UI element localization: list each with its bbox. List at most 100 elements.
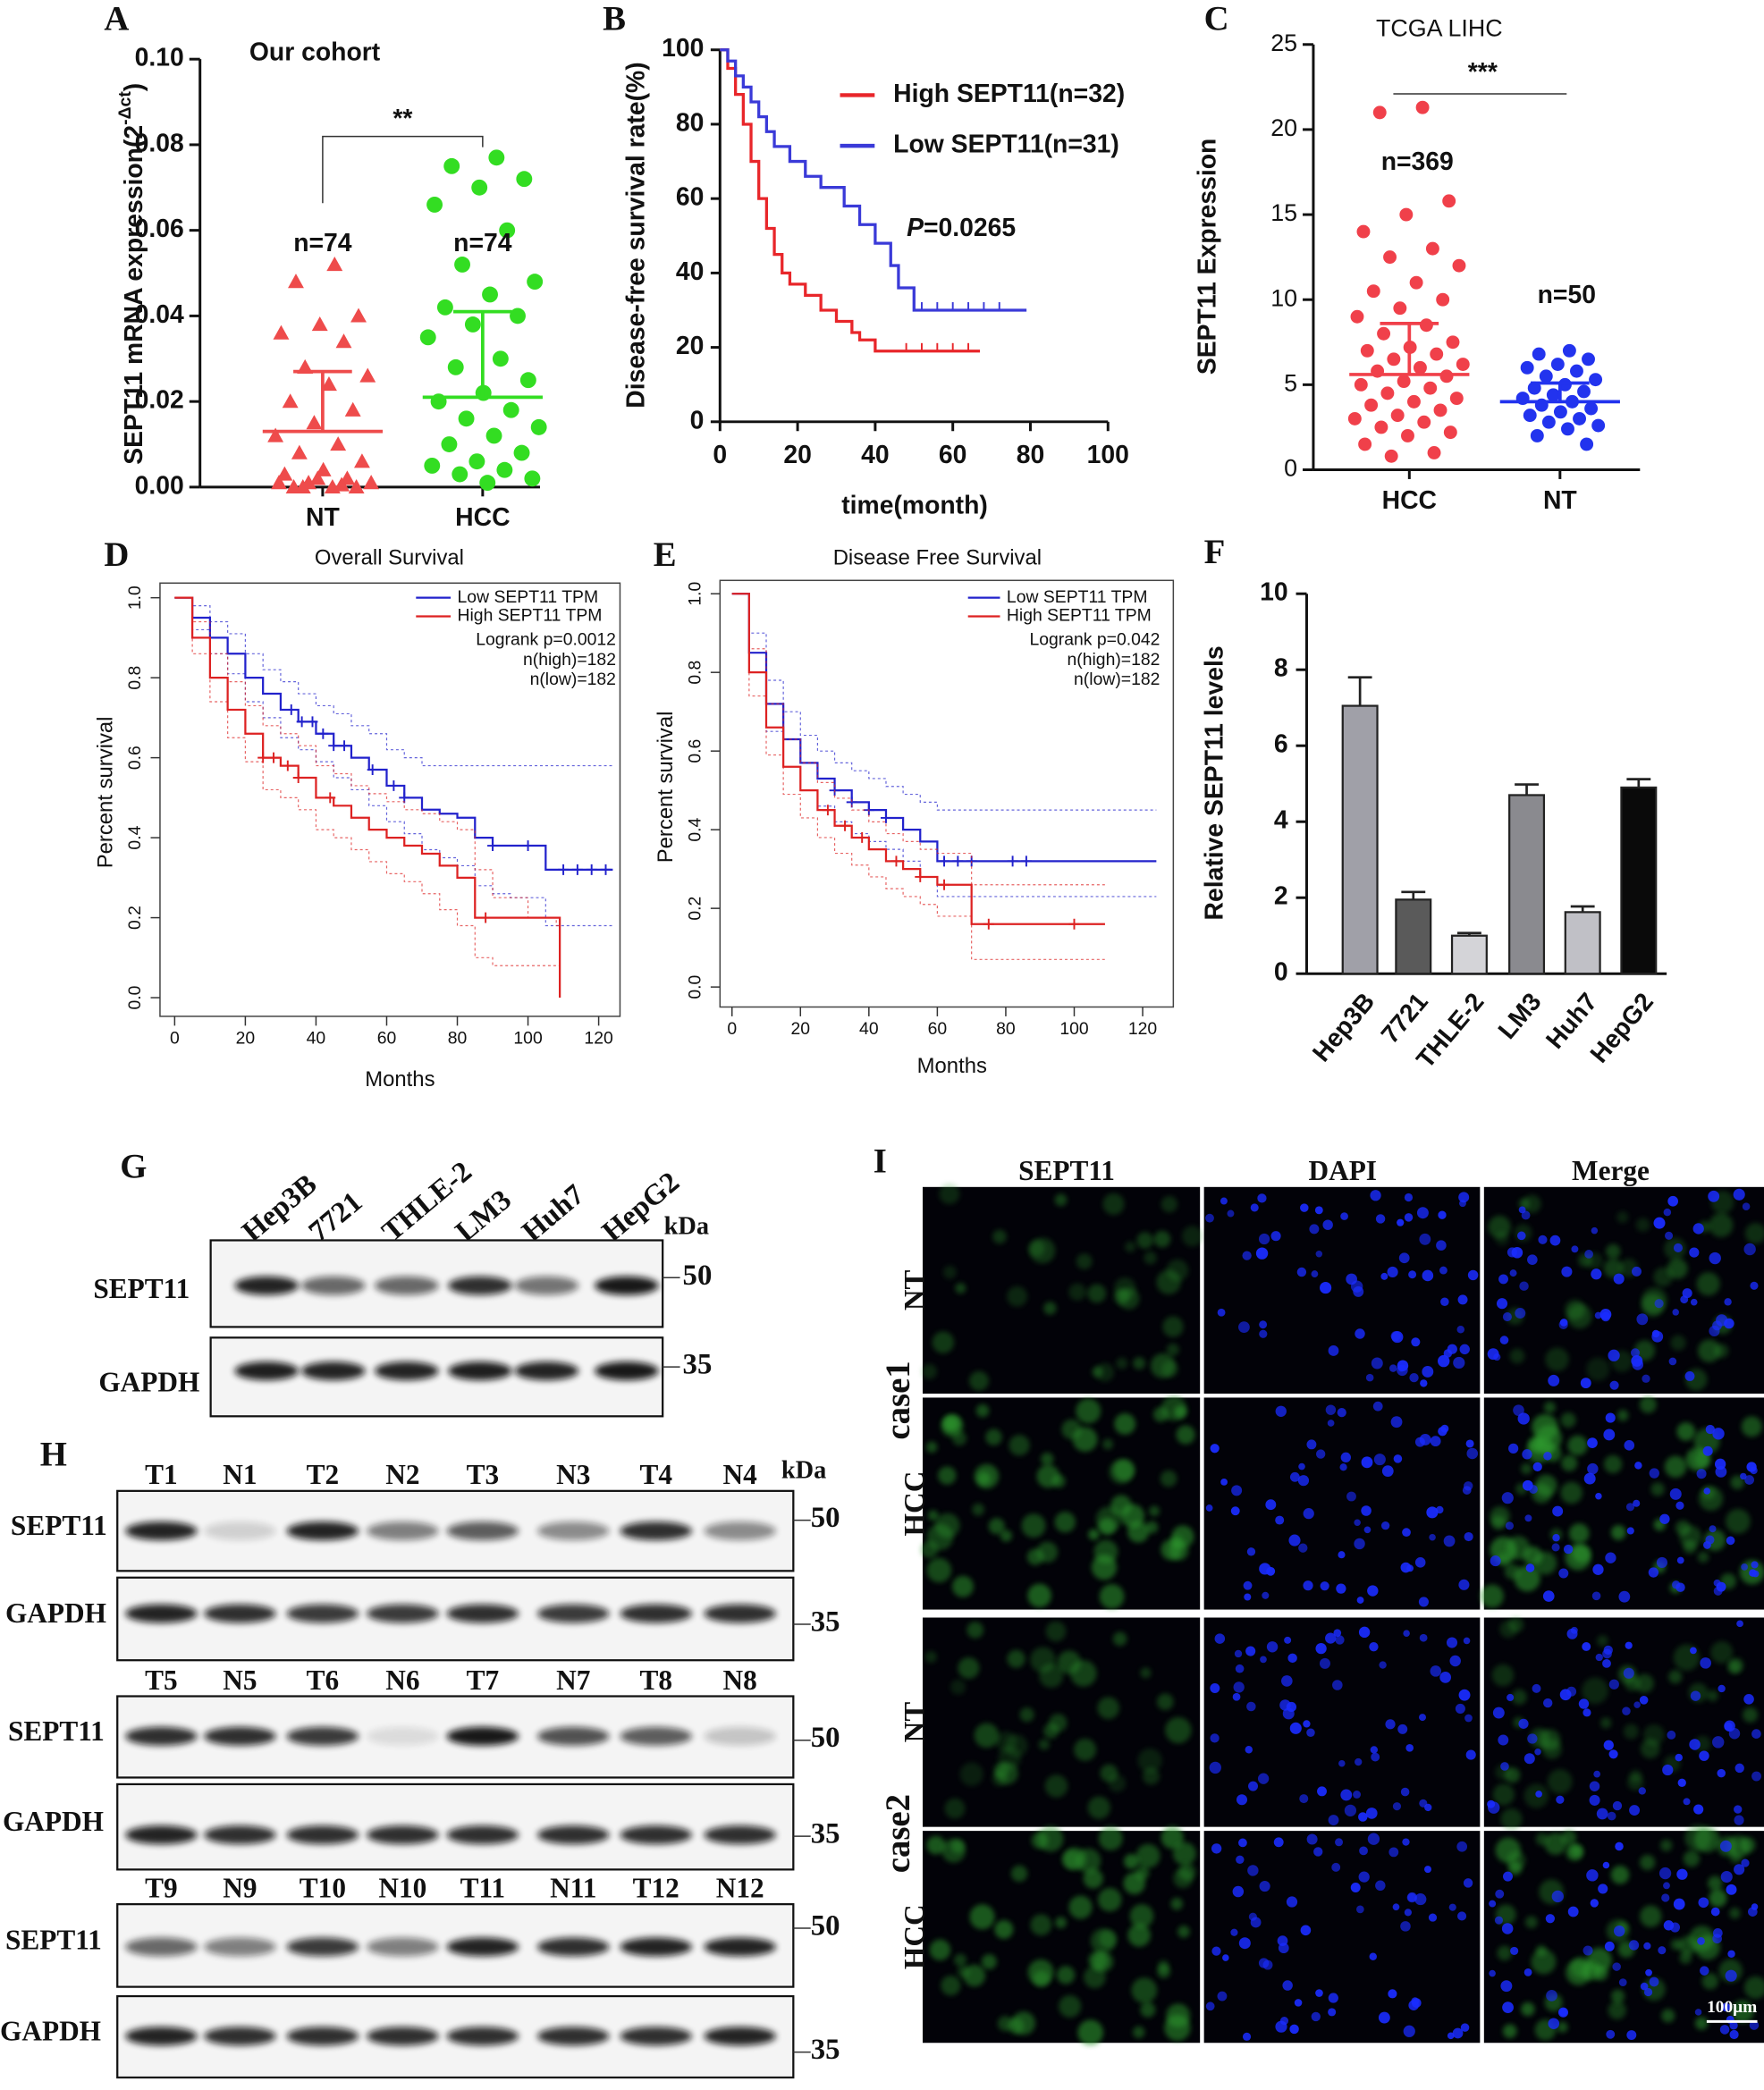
nucleus: [1702, 1445, 1713, 1456]
nucleus: [1661, 1893, 1670, 1902]
blot-band: [536, 1726, 610, 1746]
nucleus: [1367, 1585, 1379, 1597]
green-signal: [1492, 1783, 1515, 1806]
y-tick-label: 15: [1270, 199, 1297, 226]
point: [1366, 284, 1380, 299]
nucleus: [1551, 1543, 1560, 1552]
nucleus: [1458, 1579, 1470, 1590]
point: [1530, 428, 1544, 442]
green-signal: [1710, 1640, 1734, 1664]
nucleus: [1275, 1515, 1285, 1525]
point: [426, 196, 443, 213]
nucleus: [1603, 1645, 1613, 1656]
blot-band: [446, 1825, 519, 1845]
nucleus: [1429, 1533, 1436, 1541]
green-signal: [951, 1575, 975, 1597]
nucleus: [1380, 1521, 1390, 1530]
y-tick-label: 0.8: [125, 666, 145, 690]
green-signal: [993, 1762, 1009, 1778]
green-signal: [926, 1557, 952, 1583]
nucleus: [1338, 1551, 1346, 1559]
x-axis-label: Months: [917, 1054, 987, 1078]
marker-label: 35: [811, 1818, 840, 1850]
censor-mark: [939, 879, 950, 890]
censor-mark: [480, 912, 492, 923]
nucleus: [1259, 1320, 1268, 1329]
point: [1425, 241, 1439, 256]
nucleus: [1510, 1946, 1519, 1956]
nucleus: [1265, 1499, 1277, 1511]
nucleus: [1603, 1428, 1616, 1441]
blot-band: [204, 1726, 276, 1746]
lane-label: N5: [223, 1664, 257, 1696]
blot-band: [704, 1521, 776, 1541]
nucleus: [1682, 1288, 1692, 1299]
nucleus: [1590, 1899, 1599, 1908]
nucleus: [1602, 1861, 1610, 1869]
micrograph: [1483, 1617, 1764, 1831]
point: [1570, 364, 1583, 378]
nucleus: [1328, 1345, 1339, 1356]
nucleus: [1378, 2011, 1390, 2024]
y-axis-label: Percent survival: [654, 712, 678, 864]
point: [1561, 422, 1574, 436]
y-axis-label: SEPT11 mRNA expression(2-Δct): [115, 83, 148, 465]
nucleus: [1534, 1749, 1541, 1756]
nucleus: [1724, 1298, 1732, 1306]
nucleus: [1658, 1946, 1667, 1955]
green-signal: [1098, 1826, 1123, 1850]
nucleus: [1438, 1426, 1447, 1437]
micrograph-field: [1203, 1397, 1481, 1610]
green-signal: [1040, 1452, 1054, 1466]
point: [1523, 409, 1537, 423]
unit-label: kDa: [664, 1213, 709, 1241]
green-signal: [1181, 1226, 1203, 1247]
row-label: GAPDH: [98, 1366, 199, 1397]
point: [1527, 381, 1541, 395]
nucleus: [1607, 1811, 1616, 1821]
x-tick-label: 20: [236, 1028, 256, 1048]
blot-band: [204, 1937, 276, 1957]
green-signal: [1560, 1481, 1583, 1504]
y-tick-label: 1.0: [125, 586, 145, 610]
chart-title: Our cohort: [249, 38, 381, 67]
annotation: **: [392, 105, 412, 133]
nucleus: [1289, 2024, 1299, 2035]
nucleus: [1289, 1722, 1302, 1734]
nucleus: [1232, 1692, 1241, 1701]
survival-line: [174, 596, 561, 999]
nucleus: [1257, 1193, 1267, 1203]
nucleus: [1365, 1808, 1378, 1819]
annotation: n(low)=182: [530, 670, 616, 689]
blot-band: [620, 2027, 692, 2046]
nucleus: [1248, 1781, 1259, 1791]
blot-band: [125, 2027, 198, 2046]
lane-label: T6: [307, 1664, 340, 1696]
point: [276, 466, 293, 481]
marker-label: 50: [811, 1502, 840, 1534]
point: [436, 299, 453, 316]
nucleus: [1370, 1746, 1379, 1754]
nucleus: [1495, 1889, 1505, 1899]
censor-mark: [307, 716, 318, 728]
nucleus: [1524, 1514, 1532, 1522]
nucleus: [1449, 1655, 1461, 1667]
y-tick-label: 1.0: [686, 582, 705, 606]
green-signal: [942, 1414, 961, 1433]
nucleus: [1238, 1937, 1251, 1950]
nucleus: [1649, 1976, 1659, 1987]
point: [1436, 292, 1450, 307]
annotation: Logrank p=0.042: [1029, 630, 1160, 650]
y-tick-label: 0.00: [135, 471, 184, 500]
green-signal: [1610, 1525, 1626, 1540]
green-signal: [1701, 1973, 1718, 1990]
nucleus: [1502, 1871, 1513, 1882]
nucleus: [1242, 2032, 1252, 2041]
nucleus: [1416, 1207, 1429, 1219]
y-tick-label: 100: [662, 34, 704, 63]
censor-mark: [367, 764, 378, 776]
nucleus: [1436, 1505, 1444, 1514]
nucleus: [1734, 1864, 1745, 1875]
green-signal: [953, 1953, 967, 1967]
point: [441, 436, 458, 452]
